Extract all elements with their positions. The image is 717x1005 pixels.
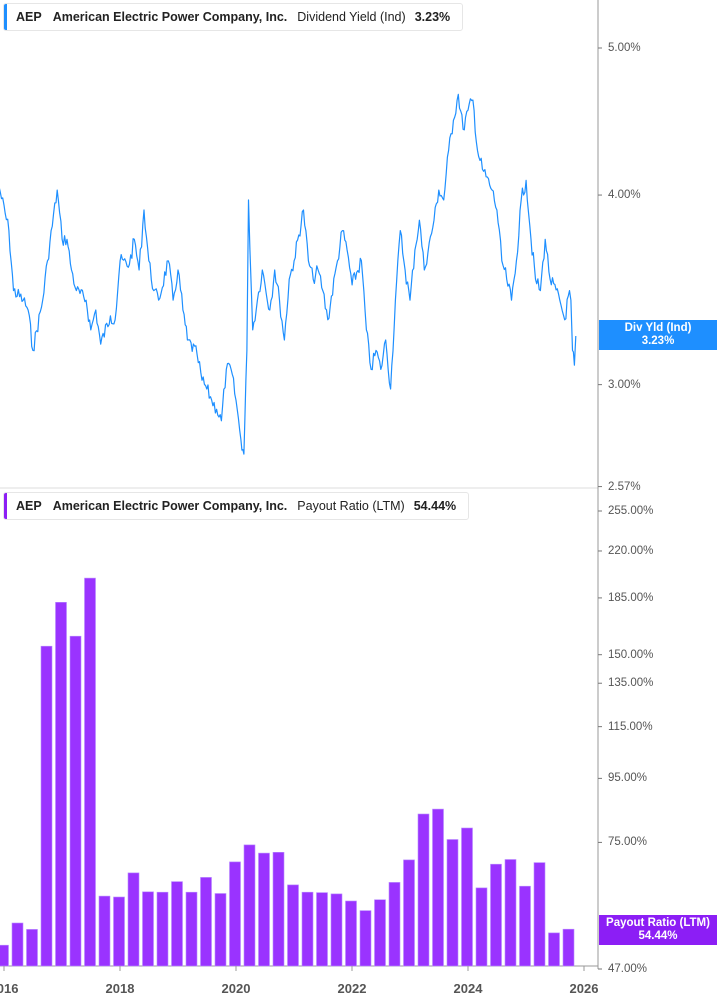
payout-bar — [461, 827, 473, 967]
legend-company: American Electric Power Company, Inc. — [52, 499, 288, 513]
x-tick-label: 2016 — [0, 981, 19, 996]
payout-bar — [55, 601, 67, 967]
legend-value: 54.44% — [413, 499, 457, 513]
x-tick-label: 2020 — [221, 981, 251, 996]
legend-ticker: AEP — [16, 499, 42, 513]
payout-bar — [533, 862, 546, 967]
payout-bar — [171, 881, 183, 967]
payout-bar — [403, 859, 415, 967]
y-tick-label: 185.00% — [608, 591, 654, 604]
payout-tag-value: 54.44% — [638, 930, 678, 942]
legend-company: American Electric Power Company, Inc. — [52, 10, 288, 24]
payout-bar — [359, 910, 372, 967]
payout-bar — [330, 893, 343, 967]
legend-value: 3.23% — [414, 10, 451, 24]
payout-tag-label: Payout Ratio (LTM) — [606, 917, 710, 929]
payout-legend: AEP American Electric Power Company, Inc… — [3, 492, 470, 520]
payout-bar — [156, 891, 169, 967]
y-tick-label: 5.00% — [608, 42, 641, 54]
yield-legend: AEP American Electric Power Company, Inc… — [3, 3, 464, 31]
payout-legend-swatch — [4, 493, 7, 519]
payout-last-value-tag: Payout Ratio (LTM) 54.44% — [599, 915, 717, 945]
y-tick-label: 255.00% — [608, 505, 654, 517]
payout-bar — [490, 863, 502, 967]
y-tick-label: 2.57% — [608, 480, 641, 493]
payout-bar — [26, 929, 38, 967]
dividend-yield-line — [0, 93, 577, 455]
payout-bar — [113, 896, 125, 967]
y-tick-label: 95.00% — [608, 772, 648, 785]
payout-bar — [200, 877, 212, 967]
payout-bar — [519, 885, 531, 967]
payout-bar — [127, 872, 140, 967]
y-tick-label: 3.00% — [608, 378, 641, 391]
payout-bar — [287, 884, 299, 967]
payout-bar — [272, 851, 285, 967]
payout-bar — [504, 859, 517, 967]
payout-bar — [316, 892, 328, 967]
y-tick-label: 75.00% — [608, 836, 648, 849]
payout-bar — [417, 813, 430, 967]
axis-ticks — [3, 47, 602, 971]
yield-tag-label: Div Yld (Ind) — [624, 322, 692, 334]
payout-ratio-pane — [0, 577, 575, 967]
payout-bar — [142, 891, 154, 967]
y-tick-label: 47.00% — [608, 963, 648, 975]
legend-ticker: AEP — [16, 10, 42, 24]
payout-bar — [446, 839, 459, 967]
payout-bar — [388, 882, 401, 967]
payout-bar — [345, 900, 357, 967]
payout-bar — [40, 645, 53, 967]
payout-bar — [432, 808, 444, 967]
payout-bar — [98, 895, 111, 967]
payout-bar — [84, 577, 96, 967]
y-tick-label: 220.00% — [608, 544, 654, 557]
yield-last-value-tag: Div Yld (Ind) 3.23% — [599, 320, 717, 350]
y-tick-label: 150.00% — [608, 648, 654, 661]
dividend-yield-pane — [0, 93, 577, 455]
y-tick-label: 4.00% — [608, 189, 641, 202]
payout-bar — [185, 891, 198, 967]
y-tick-label: 135.00% — [608, 677, 654, 690]
legend-metric: Dividend Yield (Ind) — [297, 10, 406, 24]
payout-bar — [258, 852, 270, 967]
payout-bar — [11, 922, 24, 967]
payout-bar — [374, 899, 386, 967]
payout-bar — [229, 861, 241, 967]
payout-bar — [0, 944, 9, 967]
yield-tag-value: 3.23% — [641, 335, 675, 347]
payout-bar — [562, 928, 575, 967]
yield-legend-swatch — [4, 4, 7, 30]
y-tick-label: 115.00% — [608, 720, 653, 733]
legend-metric: Payout Ratio (LTM) — [297, 499, 405, 513]
x-tick-label: 2026 — [569, 981, 599, 996]
payout-bar — [475, 887, 488, 967]
x-tick-label: 2018 — [105, 981, 135, 996]
x-tick-label: 2024 — [453, 981, 483, 996]
payout-bar — [243, 844, 256, 967]
payout-bar — [214, 893, 227, 967]
x-tick-label: 2022 — [337, 981, 367, 996]
payout-bar — [548, 932, 560, 967]
payout-bar — [301, 891, 314, 967]
payout-bar — [69, 635, 82, 967]
